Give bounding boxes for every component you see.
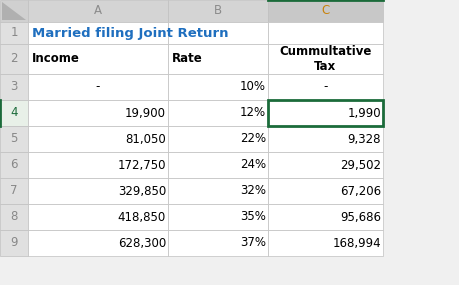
Bar xyxy=(0,204,28,230)
Text: 418,850: 418,850 xyxy=(118,211,166,223)
Text: 172,750: 172,750 xyxy=(118,158,166,172)
Text: C: C xyxy=(321,5,330,17)
Bar xyxy=(28,178,168,204)
Bar xyxy=(28,230,168,256)
Bar xyxy=(28,100,168,126)
Text: Rate: Rate xyxy=(172,52,203,66)
Bar xyxy=(168,126,268,152)
Text: 22%: 22% xyxy=(240,133,266,146)
Bar xyxy=(268,100,383,126)
Text: 7: 7 xyxy=(10,184,18,198)
Bar xyxy=(0,152,28,178)
Text: 8: 8 xyxy=(10,211,18,223)
Text: 4: 4 xyxy=(10,107,18,119)
Bar xyxy=(0,44,28,74)
Bar xyxy=(168,204,268,230)
Bar xyxy=(268,0,383,22)
Text: -: - xyxy=(96,80,100,93)
Text: 2: 2 xyxy=(10,52,18,66)
Text: 95,686: 95,686 xyxy=(340,211,381,223)
Text: 35%: 35% xyxy=(240,211,266,223)
Bar xyxy=(0,22,28,44)
Bar xyxy=(0,74,28,100)
Text: Cummultative
Tax: Cummultative Tax xyxy=(280,45,372,73)
Bar xyxy=(168,22,268,44)
Text: A: A xyxy=(94,5,102,17)
Bar xyxy=(28,204,168,230)
Text: 10%: 10% xyxy=(240,80,266,93)
Bar xyxy=(28,44,168,74)
Bar xyxy=(168,74,268,100)
Bar xyxy=(268,100,383,126)
Text: Income: Income xyxy=(32,52,80,66)
Text: 6: 6 xyxy=(10,158,18,172)
Bar xyxy=(0,100,28,126)
Text: 37%: 37% xyxy=(240,237,266,249)
Text: 5: 5 xyxy=(10,133,18,146)
Text: 3: 3 xyxy=(10,80,18,93)
Bar xyxy=(268,22,383,44)
Bar xyxy=(28,0,168,22)
Bar xyxy=(28,74,168,100)
Text: 9: 9 xyxy=(10,237,18,249)
Text: 19,900: 19,900 xyxy=(125,107,166,119)
Bar xyxy=(168,44,268,74)
Bar xyxy=(268,152,383,178)
Text: Married filing Joint Return: Married filing Joint Return xyxy=(32,27,229,40)
Bar xyxy=(0,230,28,256)
Bar xyxy=(168,152,268,178)
Bar xyxy=(268,230,383,256)
Bar xyxy=(28,152,168,178)
Text: 12%: 12% xyxy=(240,107,266,119)
Bar xyxy=(0,0,28,22)
Text: 32%: 32% xyxy=(240,184,266,198)
Text: 168,994: 168,994 xyxy=(332,237,381,249)
Bar xyxy=(168,178,268,204)
Text: 24%: 24% xyxy=(240,158,266,172)
Bar xyxy=(168,230,268,256)
Bar xyxy=(168,100,268,126)
Text: 1,990: 1,990 xyxy=(347,107,381,119)
Bar xyxy=(268,74,383,100)
Text: 628,300: 628,300 xyxy=(118,237,166,249)
Bar xyxy=(28,22,168,44)
Bar xyxy=(268,44,383,74)
Bar xyxy=(0,178,28,204)
Text: 81,050: 81,050 xyxy=(125,133,166,146)
Bar xyxy=(0,126,28,152)
Text: 9,328: 9,328 xyxy=(347,133,381,146)
Text: 1: 1 xyxy=(10,27,18,40)
Text: -: - xyxy=(323,80,328,93)
Bar xyxy=(28,126,168,152)
Bar xyxy=(268,204,383,230)
Text: 329,850: 329,850 xyxy=(118,184,166,198)
Bar xyxy=(168,0,268,22)
Text: 29,502: 29,502 xyxy=(340,158,381,172)
Bar xyxy=(268,178,383,204)
Bar xyxy=(268,126,383,152)
Text: 67,206: 67,206 xyxy=(340,184,381,198)
Text: B: B xyxy=(214,5,222,17)
Polygon shape xyxy=(2,2,26,20)
